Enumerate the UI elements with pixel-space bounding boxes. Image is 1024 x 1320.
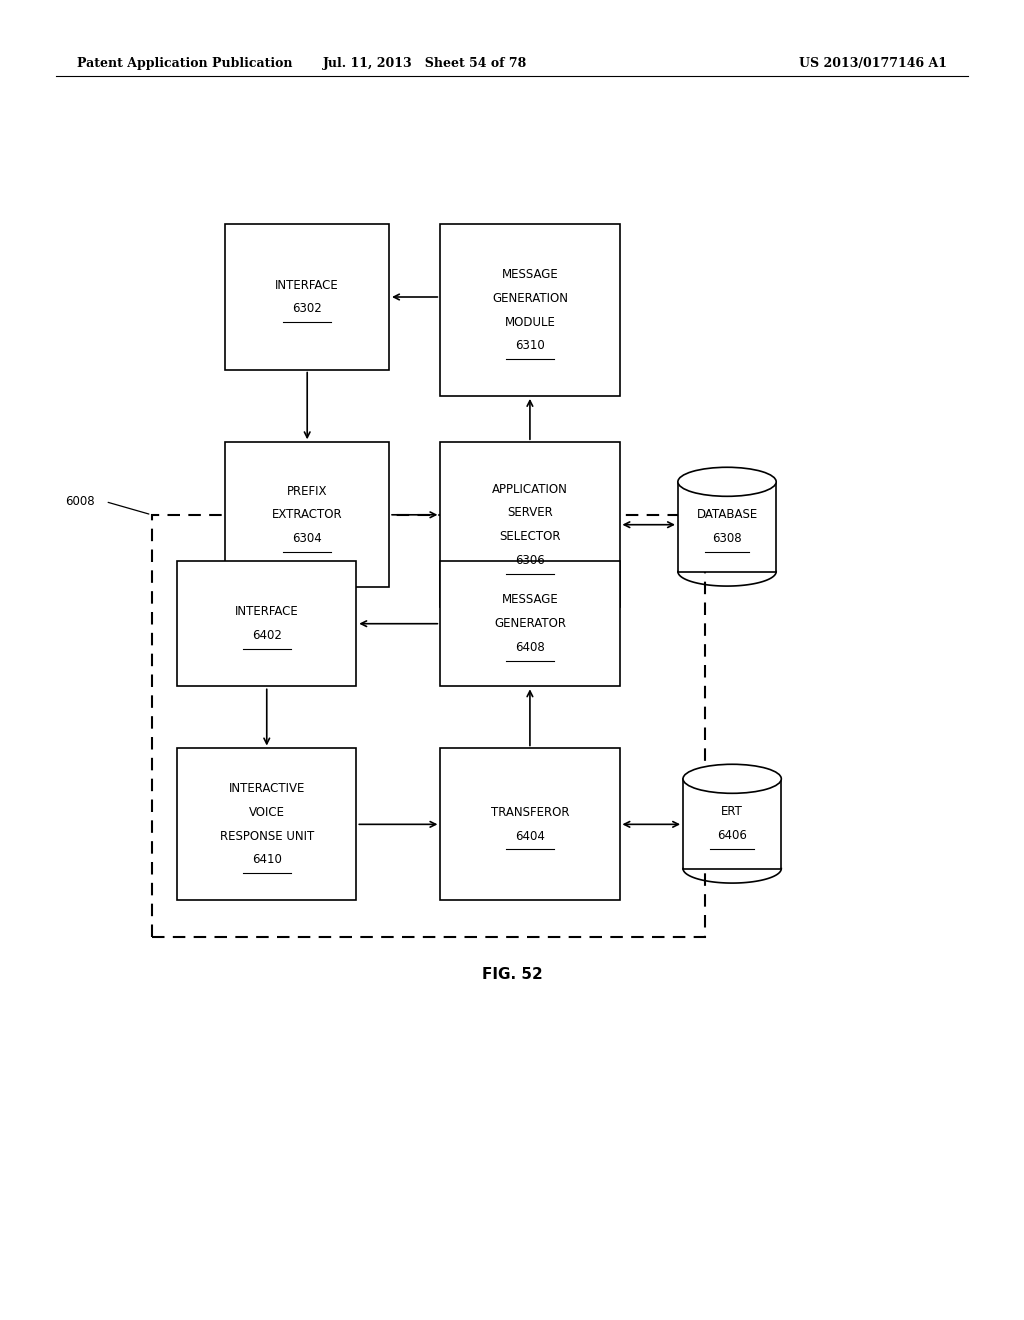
Text: 6406: 6406 — [717, 829, 748, 842]
Text: INTERFACE: INTERFACE — [234, 606, 299, 618]
Text: 6410: 6410 — [252, 854, 282, 866]
Text: 6304: 6304 — [292, 532, 323, 545]
Bar — [152, 515, 705, 937]
Text: 6310: 6310 — [515, 339, 545, 352]
Text: Jul. 11, 2013   Sheet 54 of 78: Jul. 11, 2013 Sheet 54 of 78 — [323, 57, 527, 70]
Bar — [440, 224, 620, 396]
Bar — [440, 561, 620, 686]
Text: SERVER: SERVER — [507, 507, 553, 519]
Text: MESSAGE: MESSAGE — [502, 268, 558, 281]
Bar — [440, 748, 620, 900]
Text: GENERATOR: GENERATOR — [494, 618, 566, 630]
Text: DATABASE: DATABASE — [696, 508, 758, 521]
Bar — [678, 482, 776, 572]
Text: ERT: ERT — [721, 805, 743, 818]
Bar — [177, 748, 356, 900]
Text: MESSAGE: MESSAGE — [502, 594, 558, 606]
Text: SELECTOR: SELECTOR — [499, 531, 561, 543]
Text: 6308: 6308 — [713, 532, 741, 545]
Bar — [225, 224, 389, 370]
Text: PREFIX: PREFIX — [287, 484, 328, 498]
Text: 6008: 6008 — [66, 495, 95, 508]
Bar — [683, 779, 781, 869]
Text: 6306: 6306 — [515, 554, 545, 566]
Text: VOICE: VOICE — [249, 807, 285, 818]
Text: 6404: 6404 — [515, 830, 545, 842]
Bar — [225, 442, 389, 587]
Text: MODULE: MODULE — [505, 315, 555, 329]
Text: Patent Application Publication: Patent Application Publication — [77, 57, 292, 70]
Ellipse shape — [683, 764, 781, 793]
Text: US 2013/0177146 A1: US 2013/0177146 A1 — [799, 57, 947, 70]
Text: TRANSFEROR: TRANSFEROR — [490, 807, 569, 818]
Text: 6302: 6302 — [292, 302, 323, 315]
Bar — [440, 442, 620, 607]
Text: FIG. 51: FIG. 51 — [481, 645, 543, 661]
Text: RESPONSE UNIT: RESPONSE UNIT — [219, 830, 314, 842]
Text: GENERATION: GENERATION — [492, 292, 568, 305]
Text: INTERFACE: INTERFACE — [275, 279, 339, 292]
Text: 6402: 6402 — [252, 630, 282, 642]
Text: INTERACTIVE: INTERACTIVE — [228, 783, 305, 795]
Text: FIG. 52: FIG. 52 — [481, 966, 543, 982]
Ellipse shape — [678, 467, 776, 496]
Text: 6408: 6408 — [515, 642, 545, 653]
Text: EXTRACTOR: EXTRACTOR — [272, 508, 342, 521]
Text: APPLICATION: APPLICATION — [492, 483, 568, 495]
Bar — [177, 561, 356, 686]
